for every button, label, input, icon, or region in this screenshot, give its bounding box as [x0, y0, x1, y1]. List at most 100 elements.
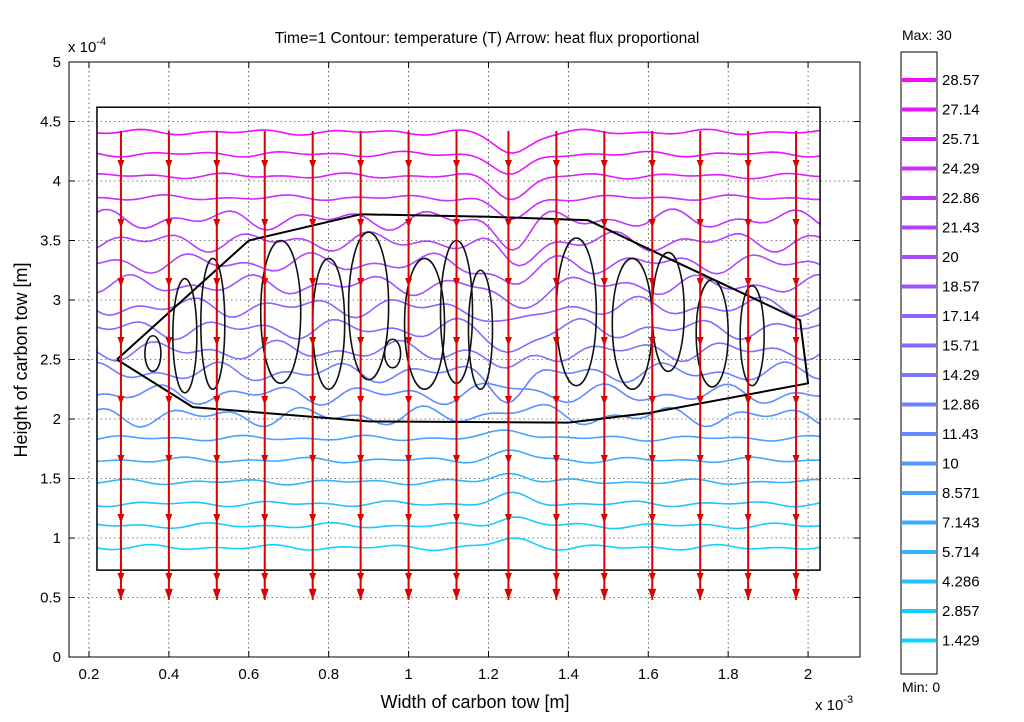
x-tick-label: 1.4 — [558, 666, 579, 683]
arrow-head — [117, 455, 125, 465]
arrow-head — [504, 337, 512, 347]
arrow-head — [792, 278, 800, 288]
arrow-head — [504, 396, 512, 406]
arrow-head — [453, 278, 461, 288]
arrow-head — [309, 455, 317, 465]
fiber-outline — [200, 257, 226, 390]
colorbar-max-label: Max: 30 — [902, 27, 952, 43]
arrow-head — [744, 278, 752, 288]
arrow-head — [261, 278, 269, 288]
arrow-head — [213, 455, 221, 465]
arrow-head — [792, 455, 800, 465]
arrow-head — [356, 588, 365, 600]
colorbar-label: 4.286 — [942, 574, 980, 591]
arrow-head — [453, 396, 461, 406]
x-tick-label: 1.8 — [718, 666, 739, 683]
contour-line — [96, 339, 821, 369]
arrow-head — [648, 278, 656, 288]
arrow-head — [552, 514, 560, 524]
arrow-head — [213, 337, 221, 347]
fiber-outline — [695, 278, 729, 388]
arrow-head — [648, 573, 656, 583]
arrow-head — [504, 219, 512, 229]
arrow-head — [648, 455, 656, 465]
arrow-head — [452, 588, 461, 600]
fiber-outline — [403, 257, 446, 390]
colorbar-label: 14.29 — [942, 367, 980, 384]
y-tick-label: 5 — [53, 54, 61, 71]
colorbar-label: 1.429 — [942, 633, 980, 650]
colorbar-label: 18.57 — [942, 279, 980, 296]
x-exponent-label: x 10-3 — [815, 694, 853, 714]
arrow-head — [117, 219, 125, 229]
arrow-head — [744, 160, 752, 170]
arrow-head — [504, 588, 513, 600]
arrow-head — [552, 337, 560, 347]
arrow-head — [453, 455, 461, 465]
arrow-head — [744, 455, 752, 465]
arrow-head — [696, 396, 704, 406]
arrow-head — [165, 455, 173, 465]
arrow-head — [357, 455, 365, 465]
arrow-head — [648, 396, 656, 406]
y-axis-ticks: 0 0.5 1 1.5 2 2.5 3 3.5 4 4.5 5 — [40, 54, 860, 666]
arrow-head — [648, 588, 657, 600]
x-tick-label: 1.2 — [478, 666, 499, 683]
arrow-head — [309, 278, 317, 288]
arrow-head — [261, 219, 269, 229]
colorbar-label: 22.86 — [942, 190, 980, 207]
arrow-head — [600, 573, 608, 583]
arrow-head — [552, 278, 560, 288]
arrow-head — [405, 396, 413, 406]
arrow-head — [405, 160, 413, 170]
contour-line — [96, 429, 821, 442]
colorbar-label: 12.86 — [942, 397, 980, 414]
colorbar-label: 17.14 — [942, 308, 980, 325]
arrow-head — [696, 278, 704, 288]
arrow-head — [165, 396, 173, 406]
arrow-head — [405, 278, 413, 288]
contour-line — [96, 317, 821, 354]
arrow-head — [453, 160, 461, 170]
colorbar-label: 7.143 — [942, 515, 980, 532]
arrow-head — [308, 588, 317, 600]
arrow-head — [357, 219, 365, 229]
arrow-head — [552, 160, 560, 170]
arrow-head — [309, 573, 317, 583]
contour-line — [96, 491, 821, 508]
y-axis-label: Height of carbon tow [m] — [11, 262, 31, 457]
colorbar-label: 27.14 — [942, 102, 980, 119]
arrow-head — [165, 278, 173, 288]
arrow-head — [309, 396, 317, 406]
fiber-outline — [611, 257, 654, 390]
arrow-head — [648, 219, 656, 229]
arrow-head — [744, 514, 752, 524]
arrow-head — [213, 278, 221, 288]
arrow-head — [552, 455, 560, 465]
y-tick-label: 3 — [53, 292, 61, 309]
contour-line — [96, 172, 821, 201]
arrow-head — [552, 573, 560, 583]
chart-title: Time=1 Contour: temperature (T) Arrow: h… — [275, 30, 700, 47]
arrow-head — [212, 588, 221, 600]
arrow-head — [648, 337, 656, 347]
arrow-head — [165, 337, 173, 347]
x-tick-label: 1 — [404, 666, 412, 683]
arrow-head — [600, 219, 608, 229]
arrow-head — [357, 396, 365, 406]
arrow-head — [117, 514, 125, 524]
y-tick-label: 4 — [53, 173, 61, 190]
y-tick-label: 1 — [53, 530, 61, 547]
colorbar-label: 20 — [942, 249, 959, 266]
x-tick-label: 0.6 — [238, 666, 259, 683]
arrow-head — [357, 337, 365, 347]
arrow-head — [744, 219, 752, 229]
arrow-head — [600, 337, 608, 347]
arrow-head — [404, 588, 413, 600]
colorbar-label: 15.71 — [942, 338, 980, 355]
arrow-head — [744, 396, 752, 406]
arrow-head — [792, 160, 800, 170]
fiber-outlines — [144, 231, 765, 394]
arrow-head — [405, 455, 413, 465]
arrow-head — [453, 337, 461, 347]
